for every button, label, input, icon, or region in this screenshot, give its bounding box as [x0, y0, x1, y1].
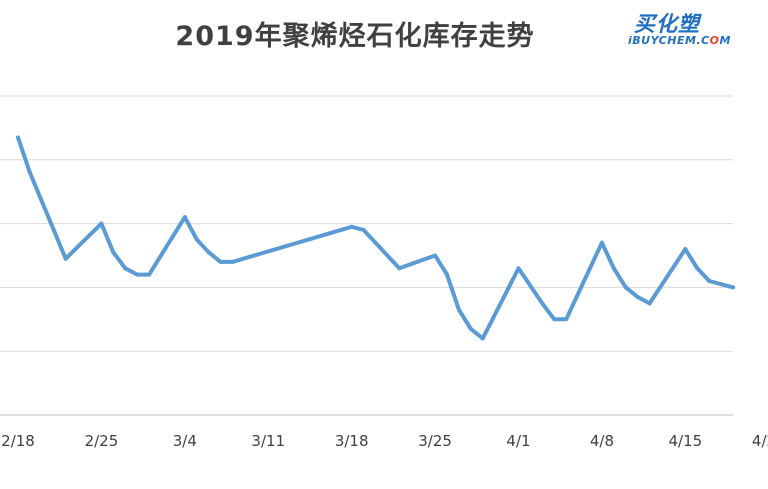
logo-domain-suffix: M — [719, 34, 731, 47]
logo-domain-accent: O — [709, 34, 720, 47]
data-point — [16, 135, 20, 140]
x-tick-label: 2/18 — [1, 432, 35, 450]
x-tick-label: 2/25 — [85, 432, 119, 450]
data-point — [731, 285, 735, 290]
data-point — [194, 237, 199, 242]
logo-domain-prefix: iBUYCHEM.C — [628, 34, 710, 47]
series-line — [16, 135, 735, 341]
data-point — [445, 272, 449, 277]
brand-logo: 买化塑 iBUYCHEM.COM — [628, 8, 764, 48]
data-point — [564, 317, 569, 322]
data-point — [540, 301, 545, 306]
data-point — [516, 266, 521, 271]
x-tick-label: 4/1 — [506, 432, 530, 450]
x-tick-label: 4/15 — [668, 432, 702, 450]
data-point — [552, 317, 557, 322]
logo-domain: iBUYCHEM.COM — [628, 34, 731, 47]
data-point — [695, 266, 700, 271]
data-point — [433, 253, 438, 258]
x-tick-label: 3/18 — [335, 432, 369, 450]
x-tick-label: 3/11 — [251, 432, 285, 450]
data-point — [707, 279, 712, 284]
data-point — [111, 250, 116, 255]
data-point — [206, 250, 211, 255]
data-point — [135, 272, 140, 277]
data-point — [349, 224, 354, 229]
data-point — [27, 170, 32, 175]
x-tick-label: 3/4 — [173, 432, 197, 450]
x-tick-label: 4/8 — [590, 432, 614, 450]
data-point — [361, 227, 366, 232]
data-point — [397, 266, 402, 271]
logo-wordmark: 买化塑 — [634, 12, 700, 36]
x-tick-label: 3/25 — [418, 432, 452, 450]
data-point — [647, 301, 652, 306]
x-tick-label: 4/22 — [752, 432, 768, 450]
data-point — [468, 326, 473, 331]
data-point — [623, 285, 628, 290]
data-point — [719, 282, 724, 287]
data-point — [99, 221, 104, 226]
data-point — [218, 259, 223, 264]
data-point — [635, 294, 640, 299]
data-point — [611, 266, 616, 271]
data-point — [230, 259, 235, 264]
data-point — [63, 256, 68, 261]
data-point — [480, 336, 485, 341]
chart-title: 2019年聚烯烃石化库存走势 — [175, 21, 535, 52]
data-point — [599, 240, 604, 245]
data-point — [147, 272, 152, 277]
data-point — [456, 307, 461, 312]
data-point — [182, 215, 187, 220]
data-point — [123, 266, 128, 271]
data-point — [683, 247, 688, 252]
